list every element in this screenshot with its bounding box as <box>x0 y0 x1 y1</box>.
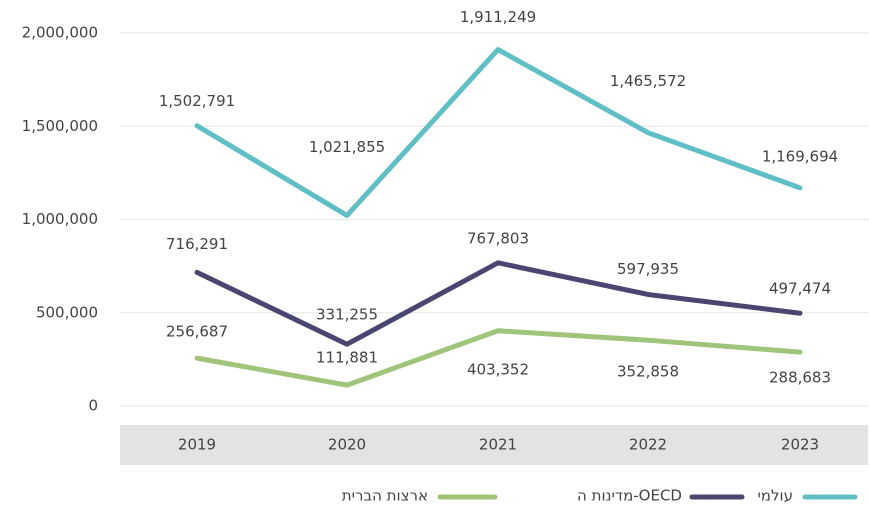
y-tick-label: 500,000 <box>36 303 98 321</box>
series-line <box>194 47 803 218</box>
data-label: 497,474 <box>769 280 831 298</box>
data-label: 331,255 <box>316 306 378 324</box>
x-axis-band <box>120 425 868 465</box>
y-tick-label: 0 <box>88 397 98 415</box>
x-tick-label: 2022 <box>629 436 667 454</box>
data-label: 1,911,249 <box>460 8 536 26</box>
legend-label: ארצות הברית <box>342 487 428 505</box>
data-label: 1,169,694 <box>762 147 838 165</box>
data-label: 1,021,855 <box>309 138 385 156</box>
y-tick-label: 2,000,000 <box>22 24 98 42</box>
y-tick-label: 1,500,000 <box>22 117 98 135</box>
data-label: 111,881 <box>316 349 378 367</box>
series-line <box>194 328 803 388</box>
data-label: 403,352 <box>467 360 529 378</box>
x-tick-label: 2020 <box>328 436 366 454</box>
data-label: 767,803 <box>467 229 529 247</box>
data-label: 716,291 <box>166 235 228 253</box>
data-label: 1,502,791 <box>159 92 235 110</box>
data-label: 597,935 <box>617 260 679 278</box>
legend-label: מדינות ה-OECD <box>577 487 682 505</box>
legend-label: עולמי <box>757 487 793 505</box>
x-tick-label: 2023 <box>781 436 819 454</box>
data-label: 256,687 <box>166 323 228 341</box>
y-tick-label: 1,000,000 <box>22 210 98 228</box>
series-line <box>194 260 803 347</box>
data-label: 1,465,572 <box>610 72 686 90</box>
data-label: 352,858 <box>617 363 679 381</box>
x-tick-label: 2019 <box>178 436 216 454</box>
x-tick-label: 2021 <box>479 436 517 454</box>
data-label: 288,683 <box>769 369 831 387</box>
